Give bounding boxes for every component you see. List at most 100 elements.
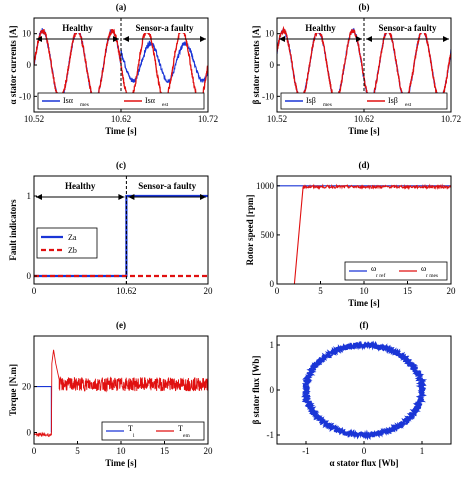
x-tick-label: 5	[318, 286, 323, 296]
series-line-1	[34, 385, 52, 433]
legend-label: Isα	[63, 96, 74, 105]
x-tick-label: 0	[32, 286, 37, 296]
legend-sublabel: mes	[323, 102, 332, 108]
series-line-2	[277, 183, 451, 284]
y-tick-label: 10	[265, 29, 275, 39]
y-tick-label: 1	[27, 191, 32, 201]
y-tick-label: 0	[270, 60, 275, 70]
plot-area	[34, 349, 208, 438]
x-tick-label: 10.72	[198, 114, 218, 124]
x-tick-label: 15	[160, 446, 170, 456]
x-tick-label: 0	[32, 446, 37, 456]
legend-sublabel: mes	[80, 102, 89, 108]
arrowhead	[113, 36, 119, 42]
legend-label: ω	[421, 264, 426, 273]
annotation-faulty: Sensor-a faulty	[138, 181, 196, 191]
legend-label: Isβ	[388, 96, 398, 105]
panel-title: (a)	[116, 2, 127, 12]
legend-box	[36, 227, 98, 259]
legend-sublabel: r mes	[426, 273, 438, 279]
x-tick-label: 5	[75, 446, 80, 456]
y-tick-label: 0	[270, 385, 275, 395]
annotation-faulty: Sensor-a faulty	[136, 23, 194, 33]
legend-label: Isβ	[306, 96, 316, 105]
y-tick-label: 20	[22, 382, 32, 392]
y-axis-label: Fault indicators	[8, 199, 18, 261]
legend-label: Za	[68, 233, 77, 242]
x-tick-label: 10.62	[354, 114, 374, 124]
y-tick-label: 0	[27, 428, 32, 438]
x-tick-label: 15	[403, 286, 413, 296]
legend-sublabel: r ref	[376, 272, 385, 279]
x-tick-label: 0	[362, 446, 367, 456]
legend-box	[101, 421, 205, 441]
y-axis-label: Torque [N.m]	[8, 364, 18, 416]
y-tick-label: -1	[267, 430, 275, 440]
x-tick-label: -1	[302, 446, 310, 456]
legend-box	[344, 261, 448, 281]
plot-area	[277, 183, 451, 284]
plot-area	[301, 340, 428, 441]
x-tick-label: 10.72	[441, 114, 461, 124]
legend-sublabel: l	[133, 433, 135, 439]
x-tick-label: 10.62	[111, 114, 131, 124]
arrowhead	[118, 194, 125, 200]
panel-title: (b)	[359, 2, 370, 12]
x-tick-label: 20	[204, 286, 214, 296]
legend-box	[280, 92, 448, 110]
series-line-1	[301, 340, 428, 441]
x-tick-label: 10.62	[116, 286, 136, 296]
x-tick-label: 10.52	[24, 114, 44, 124]
legend-label: Isα	[145, 96, 156, 105]
panel-title: (c)	[116, 160, 126, 170]
y-tick-label: 0	[27, 60, 32, 70]
y-tick-label: -10	[262, 91, 274, 101]
legend-label: Zb	[68, 246, 77, 255]
y-tick-label: 1	[270, 340, 275, 350]
y-tick-label: -10	[19, 91, 31, 101]
panel-title: (d)	[359, 160, 370, 170]
axes-frame	[33, 175, 209, 285]
arrowhead	[36, 194, 42, 200]
annotation-healthy: Healthy	[65, 181, 96, 191]
chart-panel-1: (a) Healthy Sensor-a faulty 10.52 10.62 10.72…	[8, 2, 218, 136]
x-tick-label: 10	[117, 446, 127, 456]
chart-panel-4: (d) 0 5 10 15 20 0 500 1000 Time [s] Rotor speed […	[245, 160, 456, 308]
arrowhead	[443, 36, 449, 42]
y-tick-label: 1000	[256, 181, 275, 191]
panel-title: (e)	[116, 320, 126, 330]
series-line-2	[34, 349, 208, 438]
y-axis-label: Rotor speed [rpm]	[245, 195, 255, 266]
x-axis-label: Time [s]	[348, 126, 380, 136]
legend-sublabel: em	[183, 433, 190, 439]
y-tick-label: 500	[261, 230, 275, 240]
legend-label: ω	[371, 264, 376, 273]
arrowhead	[200, 36, 206, 42]
chart-panel-2: (b) Healthy Sensor-a faulty 10.52 10.62 10.72…	[251, 2, 461, 136]
x-axis-label: Time [s]	[348, 298, 380, 308]
x-tick-label: 10.52	[267, 114, 287, 124]
arrowhead	[356, 36, 362, 42]
x-tick-label: 0	[275, 286, 280, 296]
x-tick-label: 20	[204, 446, 214, 456]
panel-title: (f)	[360, 320, 369, 330]
arrowhead	[123, 36, 129, 42]
legend-box	[37, 92, 205, 110]
x-axis-label: α stator flux [Wb]	[329, 458, 398, 468]
x-axis-label: Time [s]	[105, 458, 137, 468]
arrowhead	[279, 36, 285, 42]
chart-panel-3: (c) Healthy Sensor-a faulty 0 10.62 20 0 1 Fault…	[8, 160, 213, 296]
x-tick-label: 1	[420, 446, 425, 456]
annotation-healthy: Healthy	[62, 23, 93, 33]
y-tick-label: 0	[27, 271, 32, 281]
arrowhead	[128, 194, 135, 200]
y-tick-label: 0	[270, 279, 275, 289]
x-tick-label: 20	[447, 286, 457, 296]
y-axis-label: β stator flux [Wb]	[251, 356, 261, 425]
legend-sublabel: est	[162, 102, 169, 108]
legend-sublabel: est	[405, 102, 412, 108]
x-tick-label: 10	[360, 286, 370, 296]
y-tick-label: 10	[22, 29, 32, 39]
